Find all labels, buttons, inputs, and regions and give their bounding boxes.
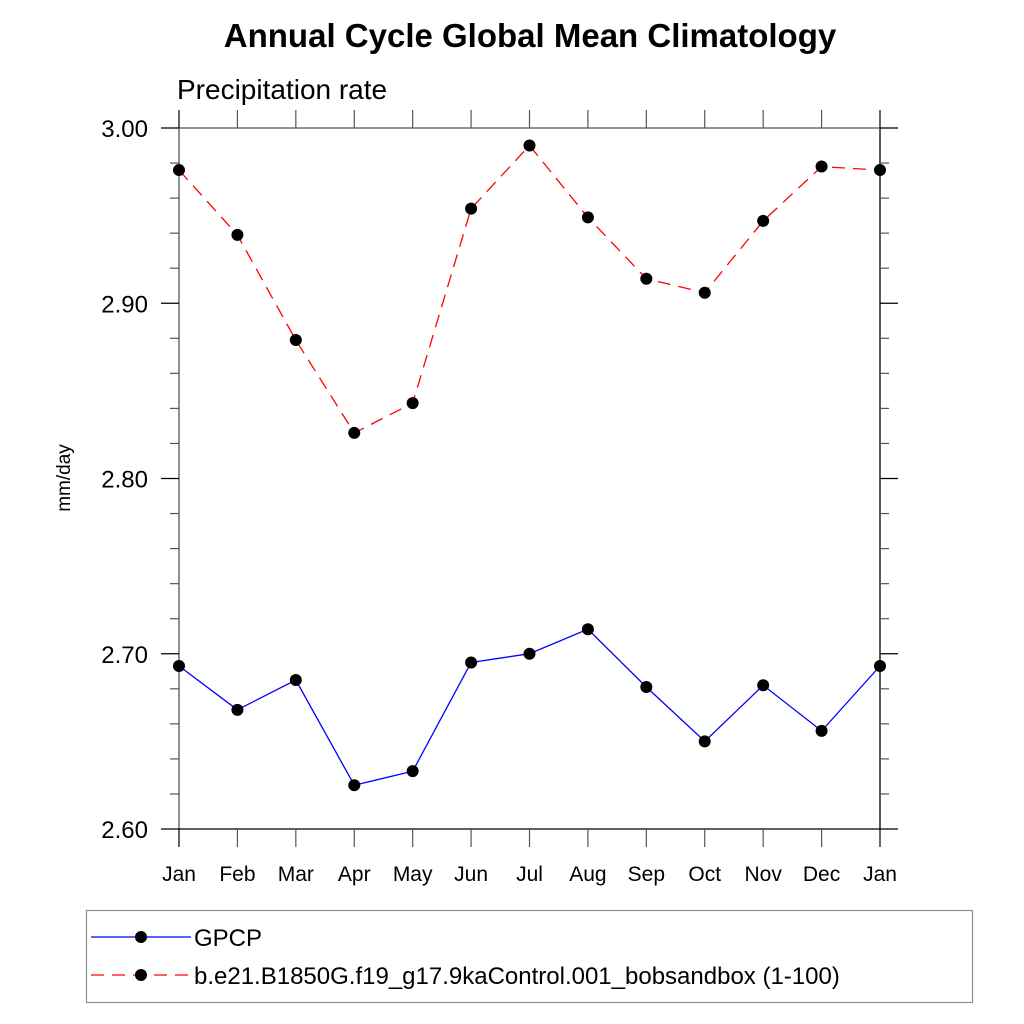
data-point-model [465,202,478,215]
data-point-gpcp [523,647,536,660]
axis-ticks [161,110,898,847]
data-point-gpcp [465,656,478,669]
data-point-model [757,214,770,227]
x-tick-labels: Jan Feb Mar Apr May Jun Jul Aug Sep Oct Nov Dec Jan [162,863,897,886]
data-point-model [173,164,185,177]
series-line-model [178,144,881,434]
series-markers [173,139,886,792]
data-point-gpcp [874,660,886,673]
y-tick-label: 2.70 [101,642,148,669]
y-tick-label: 2.60 [101,817,148,844]
x-tick-label: Sep [628,863,665,886]
data-point-gpcp [640,681,653,694]
data-point-model [640,272,653,285]
data-point-model [348,426,361,439]
x-tick-label: Jun [454,863,488,886]
y-tick-label: 2.90 [101,291,148,318]
data-point-model [581,211,594,224]
data-point-gpcp [173,660,185,673]
y-tick-label: 2.80 [101,467,148,494]
y-tick-labels: 2.60 2.70 2.80 2.90 3.00 [101,116,148,844]
x-tick-label: Apr [338,863,371,886]
x-tick-label: Nov [744,863,782,886]
legend: GPCP b.e21.B1850G.f19_g17.9kaControl.001_… [85,909,974,1004]
data-point-gpcp [698,735,711,748]
data-point-model [406,397,419,410]
legend-box [85,909,974,1004]
data-point-model [815,160,828,173]
chart-subtitle: Precipitation rate [177,74,387,105]
x-tick-label: Jan [162,863,196,886]
y-tick-label: 3.00 [101,116,148,143]
series-lines [178,144,881,786]
x-tick-label: Feb [219,863,255,886]
data-point-gpcp [348,779,361,792]
data-point-gpcp [815,724,828,737]
data-point-model [523,139,536,152]
x-tick-label: Jul [516,863,543,886]
data-point-gpcp [757,679,770,692]
data-point-model [289,334,302,347]
data-point-model [698,286,711,299]
y-axis-label: mm/day [54,444,75,512]
x-tick-label: Oct [688,863,721,886]
data-point-model [874,164,886,177]
plot-frame [178,127,881,830]
chart-title: Annual Cycle Global Mean Climatology [224,17,837,54]
data-point-gpcp [289,674,302,687]
data-point-gpcp [231,703,244,716]
x-tick-label: May [393,863,433,886]
legend-label-model: b.e21.B1850G.f19_g17.9kaControl.001_bobs… [194,963,840,990]
x-tick-label: Aug [569,863,606,886]
legend-marker-model [135,969,147,981]
x-tick-label: Mar [278,863,314,886]
data-point-gpcp [581,623,594,636]
data-point-model [231,228,244,241]
data-point-gpcp [406,765,419,778]
x-tick-label: Jan [863,863,897,886]
x-tick-label: Dec [803,863,840,886]
legend-label-gpcp: GPCP [194,925,262,952]
legend-marker-gpcp [135,931,147,943]
